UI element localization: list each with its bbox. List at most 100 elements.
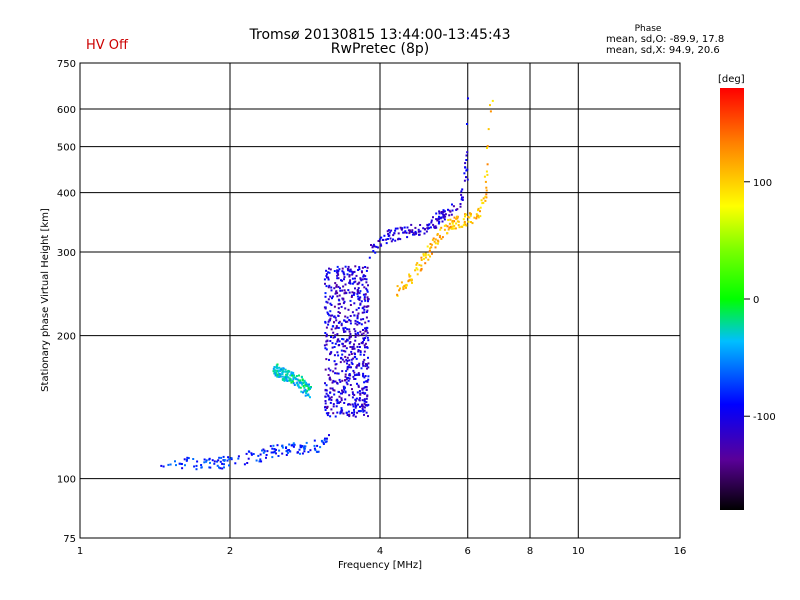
data-point — [319, 446, 322, 449]
data-point — [356, 283, 359, 286]
data-point — [417, 230, 420, 233]
data-point — [329, 310, 332, 313]
data-point — [341, 342, 344, 345]
data-point — [336, 265, 339, 268]
data-point — [216, 460, 218, 463]
data-point — [489, 104, 491, 107]
data-point — [350, 358, 353, 361]
data-point — [349, 341, 352, 343]
data-point — [451, 203, 453, 206]
data-point — [367, 320, 370, 323]
data-point — [346, 360, 349, 362]
data-point — [328, 271, 331, 274]
data-point — [330, 396, 333, 399]
data-point — [418, 264, 421, 266]
data-point — [341, 279, 344, 282]
data-point — [333, 389, 336, 392]
data-point — [281, 452, 284, 455]
data-point — [357, 403, 359, 406]
data-point — [342, 285, 345, 288]
data-point — [453, 227, 456, 230]
data-point — [336, 398, 339, 401]
data-point — [413, 233, 416, 236]
data-point — [306, 384, 309, 387]
data-point — [432, 216, 434, 219]
data-point — [329, 351, 332, 354]
data-point — [485, 189, 488, 192]
data-point — [465, 154, 468, 157]
data-point — [274, 373, 277, 375]
data-point — [290, 371, 293, 374]
data-point — [442, 209, 445, 212]
data-point — [342, 338, 345, 341]
data-point — [475, 213, 478, 216]
data-point — [298, 381, 301, 384]
data-point — [411, 281, 413, 284]
data-point — [353, 292, 356, 295]
data-point — [402, 286, 405, 289]
data-point — [363, 353, 366, 356]
data-point — [357, 372, 360, 375]
data-point — [479, 215, 482, 218]
data-point — [337, 314, 340, 317]
data-point — [335, 325, 338, 328]
data-point — [333, 287, 336, 290]
data-point — [160, 464, 163, 467]
data-point — [407, 229, 410, 232]
data-point — [337, 390, 340, 393]
data-point — [307, 451, 310, 453]
data-point — [364, 392, 367, 395]
data-point — [461, 196, 463, 199]
data-point — [342, 271, 345, 274]
data-point — [295, 375, 298, 377]
data-point — [285, 447, 287, 449]
data-point — [399, 226, 402, 229]
data-point — [429, 226, 432, 229]
data-point — [326, 334, 328, 337]
data-point — [344, 355, 347, 358]
data-point — [442, 211, 445, 213]
data-point — [441, 236, 444, 239]
data-point — [363, 381, 366, 384]
data-point — [465, 213, 468, 216]
data-point — [273, 366, 276, 369]
data-point — [430, 246, 433, 249]
data-point — [396, 285, 399, 288]
data-point — [427, 253, 430, 256]
data-point — [353, 314, 356, 317]
x-tick-label: 10 — [572, 546, 585, 557]
data-point — [283, 378, 285, 381]
data-point — [283, 379, 286, 382]
data-point — [328, 434, 330, 437]
data-point — [365, 328, 368, 331]
data-point — [375, 245, 378, 248]
data-point — [364, 293, 367, 296]
data-point — [438, 220, 441, 223]
data-point — [303, 447, 306, 450]
data-point — [354, 378, 357, 380]
data-point — [363, 344, 366, 347]
data-point — [365, 311, 368, 313]
data-point — [187, 457, 190, 460]
data-point — [436, 242, 439, 245]
data-point — [337, 303, 340, 306]
data-point — [372, 250, 375, 252]
data-point — [313, 444, 316, 447]
data-point — [305, 441, 308, 444]
data-point — [440, 212, 443, 215]
data-point — [367, 366, 370, 369]
data-point — [342, 412, 345, 415]
x-tick-label: 1 — [77, 546, 83, 557]
data-point — [208, 457, 211, 460]
data-point — [346, 377, 349, 379]
data-point — [213, 460, 216, 463]
data-point — [355, 308, 358, 311]
data-point — [354, 265, 357, 268]
data-point — [193, 465, 196, 468]
data-point — [292, 442, 295, 445]
data-point — [366, 296, 369, 299]
data-point — [424, 262, 427, 265]
data-point — [279, 375, 282, 378]
data-point — [328, 267, 330, 270]
data-point — [186, 458, 188, 461]
